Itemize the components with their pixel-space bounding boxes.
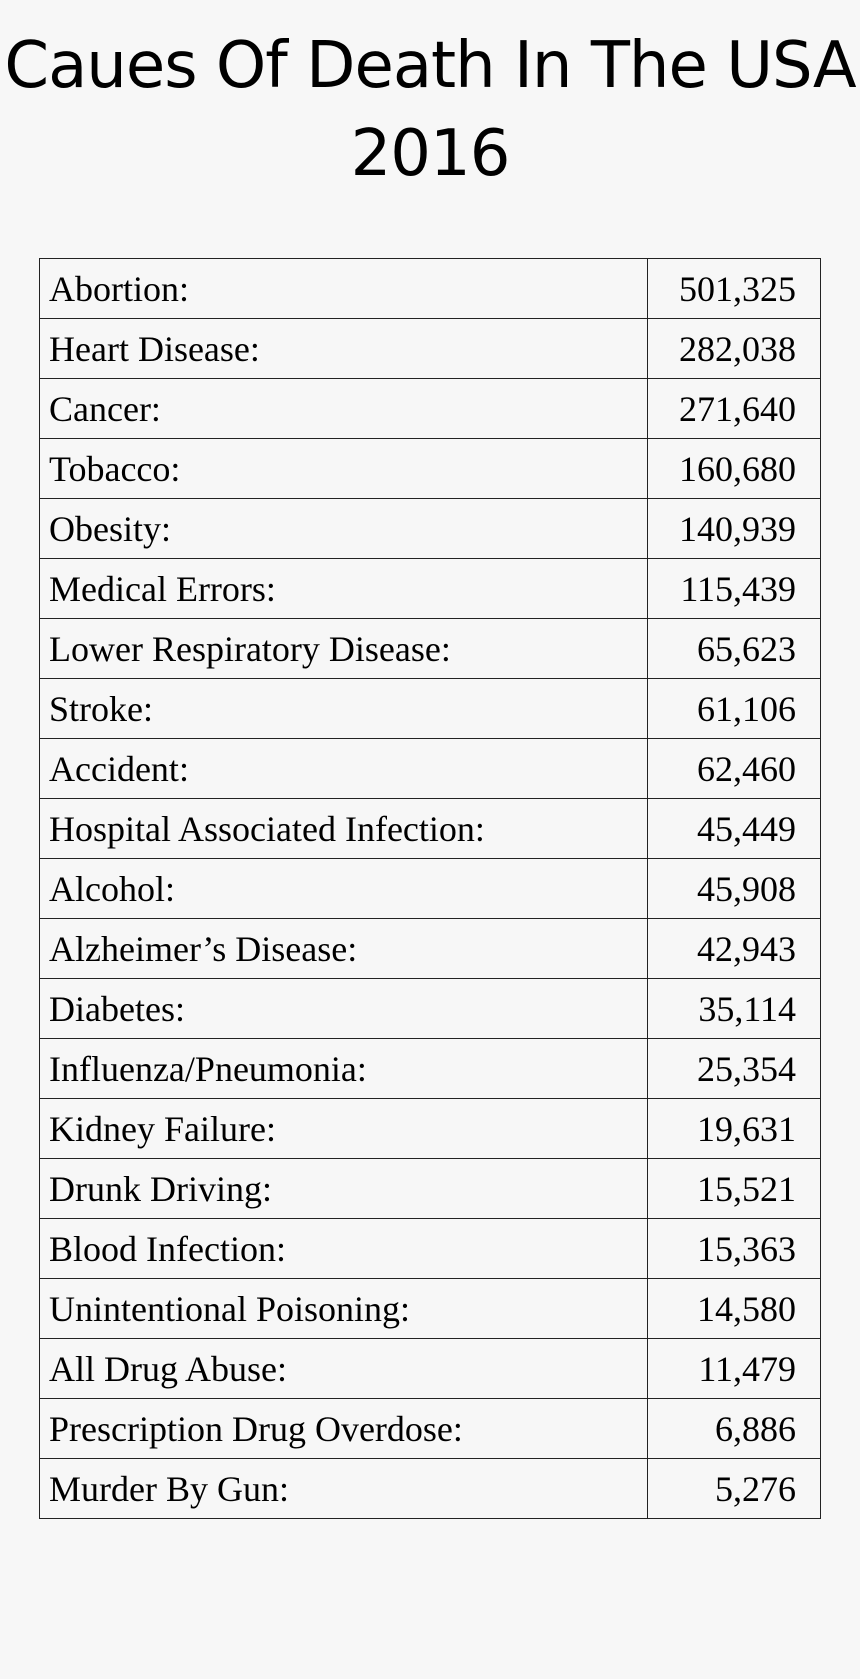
death-count: 25,354	[647, 1038, 821, 1099]
cause-label: Cancer:	[38, 378, 649, 439]
table-row: Murder By Gun: 5,276	[38, 1458, 821, 1519]
death-count: 140,939	[647, 498, 821, 559]
death-count: 282,038	[647, 318, 821, 379]
death-count: 45,908	[647, 858, 821, 919]
death-count: 19,631	[647, 1098, 821, 1159]
cause-label: Hospital Associated Infection:	[38, 798, 649, 859]
title-line-2: 2016	[350, 117, 511, 191]
page-title: Caues Of Death In The USA 2016	[0, 22, 860, 198]
table-row: Hospital Associated Infection: 45,449	[38, 798, 821, 859]
death-count: 160,680	[647, 438, 821, 499]
cause-label: Kidney Failure:	[38, 1098, 649, 1159]
cause-label: Lower Respiratory Disease:	[38, 618, 649, 679]
death-count: 61,106	[647, 678, 821, 739]
cause-label: Murder By Gun:	[38, 1458, 649, 1519]
death-count: 271,640	[647, 378, 821, 439]
table-row: Medical Errors: 115,439	[38, 558, 821, 619]
cause-label: All Drug Abuse:	[38, 1338, 649, 1399]
table-row: Lower Respiratory Disease: 65,623	[38, 618, 821, 679]
cause-label: Influenza/Pneumonia:	[38, 1038, 649, 1099]
death-count: 65,623	[647, 618, 821, 679]
table-row: Stroke: 61,106	[38, 678, 821, 739]
death-count: 14,580	[647, 1278, 821, 1339]
table-row: Abortion: 501,325	[38, 258, 821, 319]
cause-label: Abortion:	[38, 258, 649, 319]
cause-label: Medical Errors:	[38, 558, 649, 619]
table-row: Unintentional Poisoning: 14,580	[38, 1278, 821, 1339]
death-count: 35,114	[647, 978, 821, 1039]
cause-label: Stroke:	[38, 678, 649, 739]
title-line-1: Caues Of Death In The USA	[4, 29, 856, 103]
death-count: 15,521	[647, 1158, 821, 1219]
death-count: 5,276	[647, 1458, 821, 1519]
table-row: Heart Disease: 282,038	[38, 318, 821, 379]
cause-label: Diabetes:	[38, 978, 649, 1039]
table-row: Diabetes: 35,114	[38, 978, 821, 1039]
table-row: Prescription Drug Overdose: 6,886	[38, 1398, 821, 1459]
table-row: Blood Infection: 15,363	[38, 1218, 821, 1279]
cause-label: Alcohol:	[38, 858, 649, 919]
table-row: Alzheimer’s Disease: 42,943	[38, 918, 821, 979]
cause-label: Accident:	[38, 738, 649, 799]
cause-label: Prescription Drug Overdose:	[38, 1398, 649, 1459]
death-count: 501,325	[647, 258, 821, 319]
causes-table: Abortion: 501,325 Heart Disease: 282,038 Can…	[38, 258, 821, 1519]
cause-label: Obesity:	[38, 498, 649, 559]
death-count: 45,449	[647, 798, 821, 859]
death-count: 15,363	[647, 1218, 821, 1279]
death-count: 6,886	[647, 1398, 821, 1459]
table-row: Kidney Failure: 19,631	[38, 1098, 821, 1159]
death-count: 11,479	[647, 1338, 821, 1399]
cause-label: Unintentional Poisoning:	[38, 1278, 649, 1339]
table-row: Influenza/Pneumonia: 25,354	[38, 1038, 821, 1099]
death-count: 115,439	[647, 558, 821, 619]
death-count: 62,460	[647, 738, 821, 799]
cause-label: Drunk Driving:	[38, 1158, 649, 1219]
table-row: Accident: 62,460	[38, 738, 821, 799]
cause-label: Tobacco:	[38, 438, 649, 499]
table-row: Drunk Driving: 15,521	[38, 1158, 821, 1219]
table-row: All Drug Abuse: 11,479	[38, 1338, 821, 1399]
table-row: Alcohol: 45,908	[38, 858, 821, 919]
table-row: Cancer: 271,640	[38, 378, 821, 439]
death-count: 42,943	[647, 918, 821, 979]
cause-label: Alzheimer’s Disease:	[38, 918, 649, 979]
cause-label: Blood Infection:	[38, 1218, 649, 1279]
table-row: Tobacco: 160,680	[38, 438, 821, 499]
table-row: Obesity: 140,939	[38, 498, 821, 559]
causes-table-body: Abortion: 501,325 Heart Disease: 282,038 Can…	[38, 258, 821, 1519]
cause-label: Heart Disease:	[38, 318, 649, 379]
